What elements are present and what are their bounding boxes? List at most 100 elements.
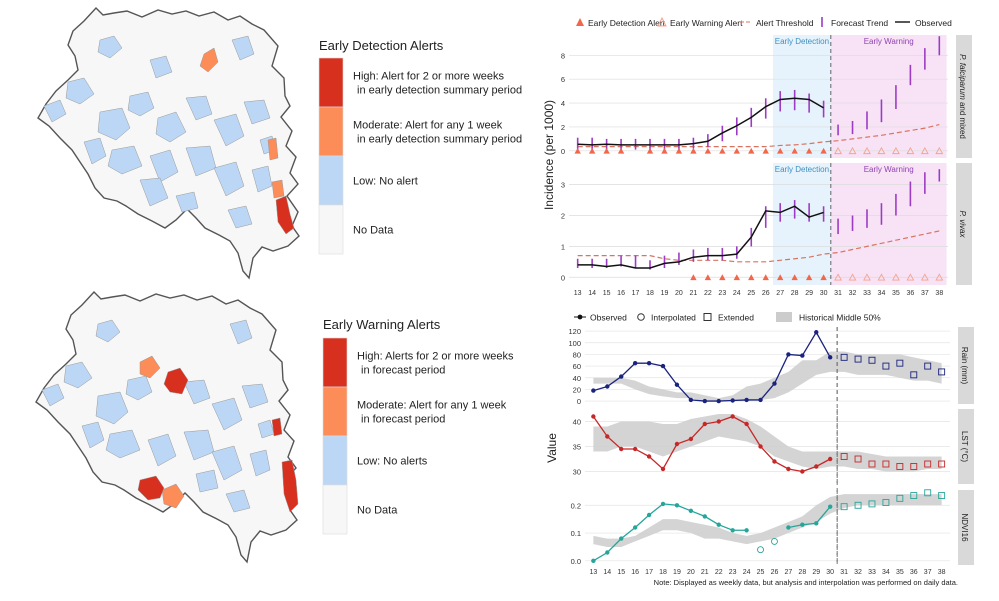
- detection-alert-marker: [675, 147, 683, 154]
- x-tick-label: 30: [826, 569, 834, 576]
- x-tick-label: 30: [820, 290, 828, 297]
- detection-alert-marker: [776, 274, 784, 281]
- legend-label: Moderate: Alert for any 1 week: [357, 400, 507, 412]
- x-tick-label: 32: [849, 290, 857, 297]
- extended-point: [924, 460, 932, 468]
- panel-strip: [958, 409, 974, 484]
- y-tick-label: 60: [573, 362, 581, 371]
- x-tick-label: 29: [805, 290, 813, 297]
- legend-label: in forecast period: [361, 414, 445, 426]
- legend-label: High: Alert for 2 or more weeks: [353, 71, 505, 83]
- x-tick-label: 16: [617, 290, 625, 297]
- interpolated-point: [771, 537, 778, 545]
- detection-alert-marker: [646, 147, 654, 154]
- strip-label-part: P. falciparum: [958, 54, 967, 100]
- x-tick-label: 14: [603, 569, 611, 576]
- legend-label: Extended: [718, 313, 754, 323]
- observed-point: [730, 528, 735, 533]
- observed-point: [591, 414, 596, 419]
- warning-alert-marker: [935, 146, 944, 155]
- historical-band: [593, 494, 942, 547]
- legend-key: [776, 312, 792, 322]
- legend-label: Forecast Trend: [831, 18, 888, 28]
- extended-point: [840, 453, 848, 460]
- incidence-panel: 0 1 2 3 Early Detection Early Warning P. vivax: [561, 163, 972, 285]
- x-tick-label: 34: [878, 290, 886, 297]
- observed-point: [814, 330, 819, 335]
- legend-label: No Data: [357, 505, 398, 517]
- detection-alert-marker: [776, 147, 784, 154]
- historical-band: [593, 351, 942, 402]
- environment-legend: Observed Interpolated Extended Historical M…: [574, 312, 881, 323]
- strip-label: P. vivax: [958, 211, 967, 239]
- region-outline: [35, 290, 298, 564]
- observed-point: [660, 466, 666, 472]
- warning-alert-marker: [877, 146, 886, 155]
- x-tick-label: 27: [784, 569, 792, 576]
- x-tick-label: 35: [896, 569, 904, 576]
- extended-point: [854, 455, 862, 463]
- legend-label: Early Warning Alert: [670, 18, 743, 28]
- extended-point: [938, 492, 946, 500]
- legend-swatch: [318, 57, 344, 108]
- observed-line: [577, 97, 824, 146]
- extended-point: [882, 362, 890, 370]
- y-tick-label: 0: [577, 397, 581, 406]
- detection-alert-marker: [661, 147, 668, 154]
- observed-point: [605, 550, 610, 555]
- y-tick-label: 0.1: [571, 529, 581, 538]
- panel-strip: [956, 163, 972, 285]
- observed-point: [772, 459, 777, 464]
- x-tick-label: 16: [631, 569, 639, 576]
- observed-point: [591, 558, 596, 564]
- detection-alert-marker: [791, 274, 798, 281]
- period-label: Early Warning: [864, 165, 914, 174]
- legend-swatch: [318, 106, 344, 157]
- extended-point: [868, 500, 876, 508]
- x-tick-label: 22: [704, 290, 712, 297]
- interpolated-point: [757, 546, 764, 554]
- detection-alert-marker: [704, 274, 712, 281]
- x-tick-label: 36: [906, 290, 914, 297]
- observed-point: [702, 398, 708, 404]
- map-legend-warning: Early Warning Alerts High: Alerts for 2 …: [322, 317, 514, 535]
- environment-chart: Observed Interpolated Extended Historical M…: [545, 312, 974, 587]
- alert-threshold-line: [577, 123, 940, 148]
- warning-period-band: [830, 163, 947, 285]
- x-tick-label: 27: [776, 290, 784, 297]
- x-tick-label: 38: [938, 569, 946, 576]
- observed-point: [800, 522, 805, 527]
- x-tick-label: 15: [617, 569, 625, 576]
- y-axis-label: Incidence (per 1000): [542, 100, 556, 210]
- period-label: Early Detection: [775, 37, 829, 46]
- observed-point: [827, 355, 833, 360]
- extended-point: [854, 501, 862, 509]
- x-tick-label: 37: [921, 290, 929, 297]
- legend-label: Alert Threshold: [756, 18, 814, 28]
- legend-title: Early Detection Alerts: [319, 38, 444, 53]
- detection-alert-marker: [603, 147, 610, 154]
- x-tick-label: 33: [863, 290, 871, 297]
- observed-point: [744, 421, 749, 427]
- x-tick-label: 21: [690, 290, 698, 297]
- y-tick-label: 0: [561, 147, 565, 156]
- detection-period-band: [772, 35, 831, 158]
- x-tick-label: 17: [645, 569, 653, 576]
- warning-alert-marker: [848, 273, 857, 281]
- warning-alert-marker: [920, 146, 929, 155]
- observed-point: [744, 528, 749, 533]
- extended-point: [938, 460, 946, 468]
- legend-label: Moderate: Alert for any 1 week: [353, 120, 503, 132]
- warning-alert-marker: [935, 273, 944, 281]
- observed-point: [674, 382, 680, 387]
- chart-note: Note: Displayed as weekly data, but anal…: [654, 578, 958, 587]
- extended-point: [910, 492, 918, 500]
- observed-point: [605, 384, 610, 389]
- warning-alert-marker: [848, 146, 857, 155]
- extended-point: [910, 371, 918, 379]
- detection-alert-marker: [805, 147, 813, 154]
- x-tick-label: 24: [733, 290, 741, 297]
- y-tick-label: 35: [573, 443, 581, 452]
- observed-point: [827, 504, 833, 509]
- observed-point: [786, 466, 791, 472]
